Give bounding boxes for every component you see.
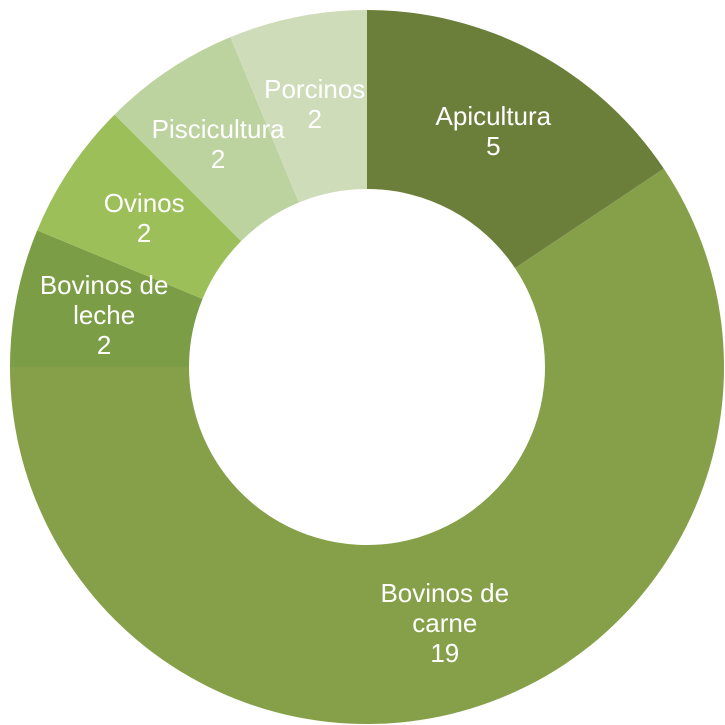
category-label: Bovinos de leche bbox=[39, 269, 169, 330]
slice-label: Bovinos de leche 2 bbox=[29, 270, 179, 360]
slice-label: Bovinos de carne 19 bbox=[370, 578, 520, 668]
slice-label: Porcinos 2 bbox=[240, 74, 390, 134]
category-label: Porcinos bbox=[264, 74, 366, 105]
category-label: Bovinos de carne bbox=[380, 578, 510, 639]
slice-label: Piscicultura 2 bbox=[143, 114, 293, 174]
donut-slice bbox=[367, 10, 664, 269]
donut-slice bbox=[10, 230, 203, 367]
category-label: Ovinos bbox=[103, 188, 185, 219]
value-label: 2 bbox=[307, 104, 322, 135]
value-label: 2 bbox=[136, 218, 152, 249]
donut-slice bbox=[10, 168, 724, 724]
value-label: 2 bbox=[210, 144, 226, 175]
donut-slice bbox=[37, 114, 242, 299]
value-label: 19 bbox=[430, 638, 460, 669]
donut-slice bbox=[230, 10, 367, 203]
slice-label: Ovinos 2 bbox=[69, 188, 219, 248]
slice-label: Apicultura 5 bbox=[418, 101, 568, 161]
category-label: Apicultura bbox=[435, 100, 552, 131]
value-label: 5 bbox=[486, 130, 501, 161]
donut-slice bbox=[114, 37, 299, 242]
category-label: Piscicultura bbox=[151, 114, 285, 145]
value-label: 2 bbox=[96, 329, 112, 360]
